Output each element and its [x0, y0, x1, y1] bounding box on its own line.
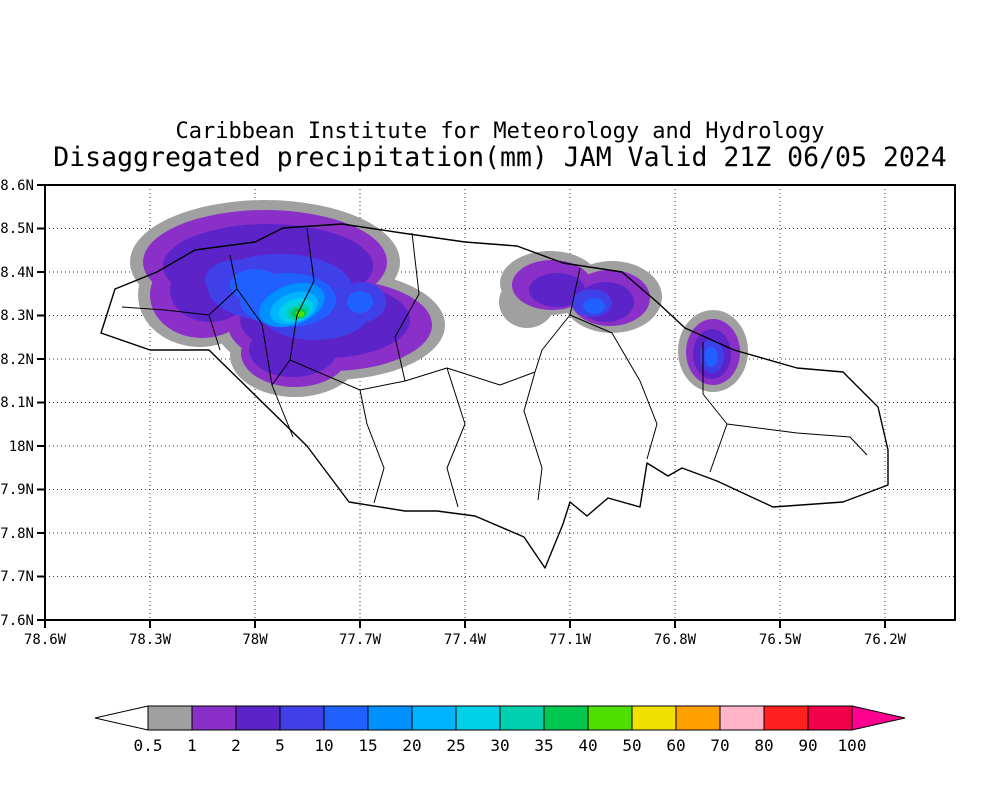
valid-time-title-text: Disaggregated precipitation(mm) JAM Vali…	[53, 142, 946, 173]
lat-tick-label: 17.8N	[0, 526, 34, 542]
lat-tick-label: 18.2N	[0, 352, 34, 368]
jamaica-coastline	[100, 223, 889, 569]
colorbar-tick-label: 70	[710, 736, 729, 755]
colorbar-underflow-arrow	[94, 705, 149, 731]
colorbar-tick-label: 30	[490, 736, 509, 755]
colorbar-segment	[631, 705, 677, 731]
lat-tick-label: 18.1N	[0, 395, 34, 411]
colorbar-tick-label: 100	[838, 736, 867, 755]
colorbar-segment	[367, 705, 413, 731]
lat-tick-label: 18.4N	[0, 265, 34, 281]
colorbar-tick-label: 5	[275, 736, 285, 755]
lon-tick-label: 78.6W	[24, 632, 67, 648]
colorbar-tick-label: 1	[187, 736, 197, 755]
colorbar-segment	[411, 705, 457, 731]
colorbar-tick-label: 0.5	[134, 736, 163, 755]
colorbar-segment	[675, 705, 721, 731]
lon-tick-label: 78.3W	[129, 632, 172, 648]
lon-tick-label: 77.7W	[339, 632, 382, 648]
lon-tick-label: 76.2W	[864, 632, 907, 648]
lon-tick-label: 76.8W	[654, 632, 697, 648]
colorbar-segment	[763, 705, 809, 731]
colorbar-segment	[543, 705, 589, 731]
colorbar-segment	[235, 705, 281, 731]
colorbar-tick-label: 90	[798, 736, 817, 755]
lat-tick-label: 17.9N	[0, 482, 34, 498]
colorbar-segment	[147, 705, 193, 731]
colorbar-tick-label: 15	[358, 736, 377, 755]
colorbar-segment	[587, 705, 633, 731]
lat-tick-label: 18N	[9, 439, 34, 455]
colorbar-tick-label: 20	[402, 736, 421, 755]
org-title-text: Caribbean Institute for Meteorology and …	[175, 119, 824, 144]
lon-axis-ticks	[44, 620, 886, 628]
lat-tick-label: 17.6N	[0, 613, 34, 629]
colorbar-tick-label: 40	[578, 736, 597, 755]
lon-tick-label: 78W	[242, 632, 268, 648]
colorbar-segment	[499, 705, 545, 731]
colorbar-tick-label: 35	[534, 736, 553, 755]
colorbar-tick-label: 25	[446, 736, 465, 755]
lat-axis-ticks	[37, 184, 45, 621]
colorbar-segment	[719, 705, 765, 731]
colorbar-tick-label: 50	[622, 736, 641, 755]
colorbar-tick-label: 2	[231, 736, 241, 755]
colorbar-segment	[191, 705, 237, 731]
colorbar-segment	[279, 705, 325, 731]
precip-shaded-contours	[130, 200, 748, 397]
colorbar-segment	[323, 705, 369, 731]
lon-tick-label: 77.4W	[444, 632, 487, 648]
colorbar-tick-label: 60	[666, 736, 685, 755]
lat-tick-label: 17.7N	[0, 569, 34, 585]
lat-tick-label: 18.5N	[0, 221, 34, 237]
colorbar-segment	[455, 705, 501, 731]
lon-tick-label: 76.5W	[759, 632, 802, 648]
lat-tick-label: 18.3N	[0, 308, 34, 324]
lat-tick-label: 18.6N	[0, 178, 34, 194]
colorbar-segment	[807, 705, 853, 731]
colorbar-legend: 0.5 1 2 5 10 15 20 25 30 35 40 50 60 70 …	[94, 705, 906, 755]
colorbar-tick-label: 80	[754, 736, 773, 755]
colorbar-tick-label: 10	[314, 736, 333, 755]
lon-tick-label: 77.1W	[549, 632, 592, 648]
colorbar-overflow-arrow	[851, 705, 906, 731]
parish-boundaries	[121, 227, 868, 508]
